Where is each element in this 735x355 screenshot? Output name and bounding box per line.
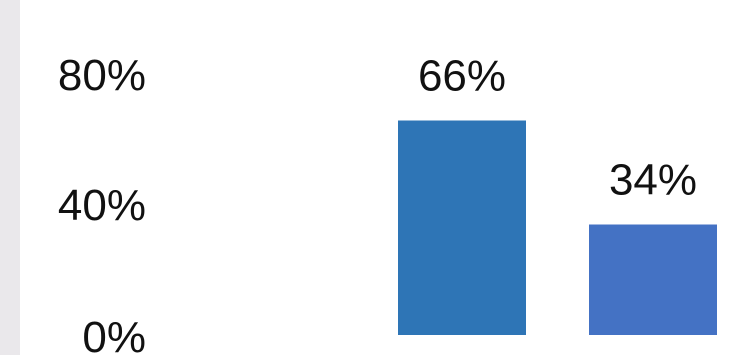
data-label: 66% [418,52,506,101]
y-tick-label: 80% [58,51,146,100]
bar [589,224,717,335]
y-tick-label: 40% [58,181,146,230]
left-edge-strip [0,0,20,355]
y-tick-label: 0% [82,313,146,355]
bar [398,120,526,335]
data-label: 34% [609,156,697,205]
